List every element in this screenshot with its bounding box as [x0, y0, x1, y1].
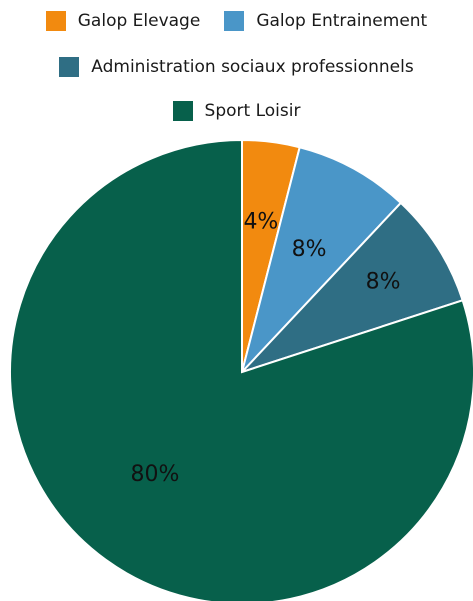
legend-item-galop-elevage[interactable]: Galop Elevage	[45, 11, 201, 31]
legend-label: Galop Elevage	[77, 11, 201, 31]
legend-label: Sport Loisir	[204, 101, 301, 121]
pie-slice-label: 8%	[292, 237, 327, 262]
legend-row: Sport Loisir	[0, 101, 473, 121]
pie-slice-label: 80%	[131, 462, 180, 487]
chart-legend: Galop Elevage Galop Entrainement Adminis…	[0, 0, 473, 130]
legend-swatch	[172, 101, 193, 121]
legend-item-administration[interactable]: Administration sociaux professionnels	[59, 57, 414, 77]
legend-item-sport-loisir[interactable]: Sport Loisir	[172, 101, 301, 121]
legend-row: Administration sociaux professionnels	[0, 57, 473, 77]
pie-slice-2	[241, 201, 464, 373]
pie-slice-1	[241, 146, 403, 373]
pie-slice-label: 4%	[243, 209, 278, 234]
legend-swatch	[45, 11, 66, 31]
legend-label: Administration sociaux professionnels	[91, 57, 414, 77]
pie-slice-3	[9, 138, 473, 601]
legend-item-galop-entrainement[interactable]: Galop Entrainement	[224, 11, 427, 31]
legend-row: Galop Elevage Galop Entrainement	[0, 11, 473, 31]
pie-slice-label: 8%	[366, 270, 401, 295]
legend-swatch	[224, 11, 245, 31]
legend-label: Galop Entrainement	[256, 11, 428, 31]
legend-swatch	[59, 57, 80, 77]
